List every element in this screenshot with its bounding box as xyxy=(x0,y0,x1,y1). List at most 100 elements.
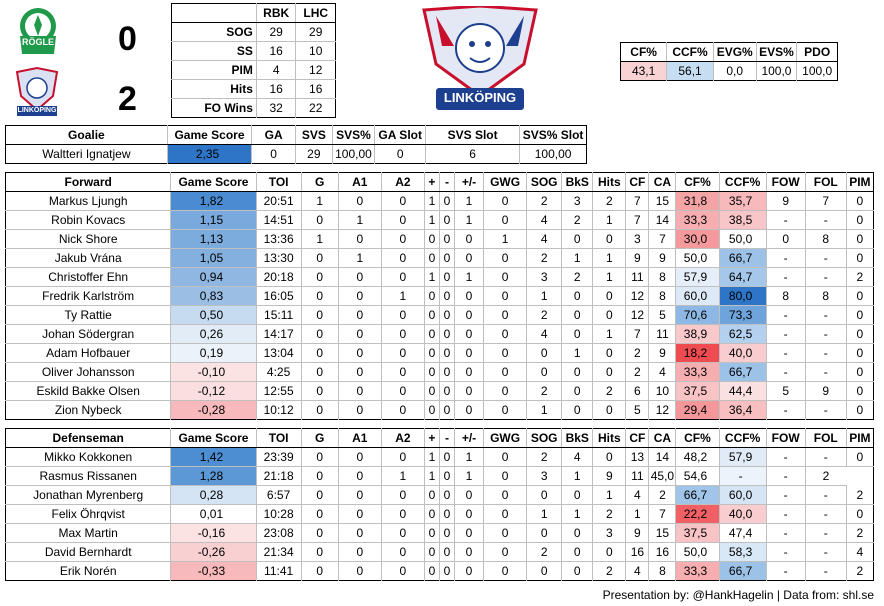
stat-cell: 0 xyxy=(454,248,485,268)
stat-cell: 0 xyxy=(592,286,627,306)
stat-cell: - xyxy=(766,561,806,581)
stat-cell: 0 xyxy=(338,542,382,562)
goalie-header: SVS Slot xyxy=(425,125,521,145)
stat-cell: 0 xyxy=(846,504,874,524)
stat-cell: 66,7 xyxy=(719,248,767,268)
player-name: Eskild Bakke Olsen xyxy=(5,381,172,401)
player-name: Zion Nybeck xyxy=(5,400,172,420)
stat-cell: 47,4 xyxy=(719,523,767,543)
stat-cell: 0 xyxy=(454,324,485,344)
stat-cell: 0 xyxy=(439,362,455,382)
stat-cell: 1 xyxy=(592,267,627,287)
stat-cell: 11 xyxy=(625,267,650,287)
stat-cell: 0 xyxy=(483,561,528,581)
column-header: TOI xyxy=(256,428,302,448)
stat-cell: 0 xyxy=(301,381,339,401)
stat-cell: 1 xyxy=(454,210,485,230)
player-name: Jakub Vrána xyxy=(5,248,172,268)
column-header: BkS xyxy=(561,172,594,192)
stat-cell: 14:51 xyxy=(256,210,302,230)
stat-cell: 0 xyxy=(439,523,455,543)
stat-cell: 0 xyxy=(424,523,440,543)
stat-cell: 0 xyxy=(439,381,455,401)
stat-cell: 2 xyxy=(625,343,650,363)
stat-cell: 0 xyxy=(301,504,339,524)
goalie-svs-slot: 6 xyxy=(425,144,521,164)
stat-cell: 2 xyxy=(648,485,677,505)
stat-cell: 4 xyxy=(625,485,650,505)
stat-cell: -0,33 xyxy=(170,561,257,581)
linkoping-logo-small xyxy=(13,66,61,120)
stat-cell: - xyxy=(805,485,847,505)
player-name: Erik Norén xyxy=(5,561,172,581)
team-stats-label: SS xyxy=(171,41,257,61)
stat-cell: 0 xyxy=(424,542,440,562)
goalie-header: SVS% xyxy=(332,125,376,145)
defense-title: Defenseman xyxy=(5,428,172,448)
goalie-svs: 29 xyxy=(295,144,333,164)
stat-cell: 0 xyxy=(592,305,627,325)
column-header: A1 xyxy=(338,172,382,192)
stat-cell: 0,50 xyxy=(170,305,257,325)
stat-cell: 0 xyxy=(301,210,339,230)
column-header: FOW xyxy=(766,428,806,448)
stat-cell: 1,13 xyxy=(170,229,257,249)
stat-cell: 0 xyxy=(301,248,339,268)
stat-cell: 0 xyxy=(338,504,382,524)
player-row: Robin Kovacs 1,15 14:51 0 1 0 1 0 1 0 4 2 1 7 14 33,3 38… xyxy=(5,210,874,230)
stat-cell: - xyxy=(805,561,847,581)
team-stats-lhc: 12 xyxy=(295,60,336,80)
stat-cell: - xyxy=(766,305,806,325)
column-header: SOG xyxy=(526,172,563,192)
player-row: Zion Nybeck -0,28 10:12 0 0 0 0 0 0 0 1 0 0 5 12 29,4 36… xyxy=(5,400,874,420)
stat-cell: 7 xyxy=(648,229,677,249)
player-name: Jonathan Myrenberg xyxy=(5,485,172,505)
stat-cell: 66,7 xyxy=(719,561,767,581)
goalie-header: SVS% Slot xyxy=(519,125,587,145)
stat-cell: 0 xyxy=(381,381,425,401)
team-stats-lhc: 16 xyxy=(295,79,336,99)
stat-cell: 7 xyxy=(648,504,677,524)
stat-cell: - xyxy=(766,542,806,562)
stat-cell: 33,3 xyxy=(675,362,720,382)
stat-cell: 9 xyxy=(805,381,847,401)
credit-text: Presentation by: @HankHagelin | Data fro… xyxy=(602,588,874,602)
column-header: + xyxy=(424,428,440,448)
player-row: Nick Shore 1,13 13:36 1 0 0 0 0 0 1 4 0 0 3 7 30,0 50,0 0… xyxy=(5,229,874,249)
stat-cell: 40,0 xyxy=(719,504,767,524)
stat-cell: - xyxy=(805,400,847,420)
goalie-svs-pct-slot: 100,00 xyxy=(534,147,572,161)
stat-cell: 0 xyxy=(301,324,339,344)
player-name: Nick Shore xyxy=(5,229,172,249)
column-header: + xyxy=(424,172,440,192)
goalie-header: GA Slot xyxy=(374,125,427,145)
goalie-svs-pct: 100,00 xyxy=(332,144,376,164)
stat-cell: 10:12 xyxy=(256,400,302,420)
stat-cell: 14 xyxy=(648,210,677,230)
player-row: Adam Hofbauer 0,19 13:04 0 0 0 0 0 0 0 0 1 0 2 9 18,2 40… xyxy=(5,343,874,363)
home-score: 0 xyxy=(118,20,137,58)
team-stats-table: RBK LHC SOG 29 29 SS 16 10 PIM 4 12 Hits… xyxy=(171,3,336,118)
stat-cell: 0 xyxy=(381,523,425,543)
possession-value: 100,0 xyxy=(756,61,798,81)
stat-cell: - xyxy=(766,466,806,486)
defense-table: Defenseman Game Score TOI G A1 A2 + - +/- GWG SOG B… xyxy=(5,428,874,581)
stat-cell: 1 xyxy=(381,466,425,486)
stat-cell: 57,9 xyxy=(719,447,767,467)
stat-cell: 0 xyxy=(338,362,382,382)
possession-header: PDO xyxy=(796,42,838,62)
stat-cell: 0 xyxy=(338,381,382,401)
stat-cell: 1 xyxy=(483,229,528,249)
stat-cell: 0 xyxy=(561,229,594,249)
stat-cell: 18,2 xyxy=(675,343,720,363)
team-stats-lhc: 10 xyxy=(295,41,336,61)
stat-cell: 0 xyxy=(526,485,563,505)
stat-cell: 2 xyxy=(561,210,594,230)
column-header: A1 xyxy=(338,428,382,448)
player-row: Rasmus Rissanen 1,28 21:18 0 0 1 1 0 1 0 3 1 9 11 45,0… xyxy=(5,466,874,486)
stat-cell: 0 xyxy=(338,343,382,363)
stat-cell: 8 xyxy=(648,561,677,581)
stat-cell: 0 xyxy=(439,305,455,325)
stat-cell: 58,3 xyxy=(719,542,767,562)
column-header: FOL xyxy=(805,172,847,192)
